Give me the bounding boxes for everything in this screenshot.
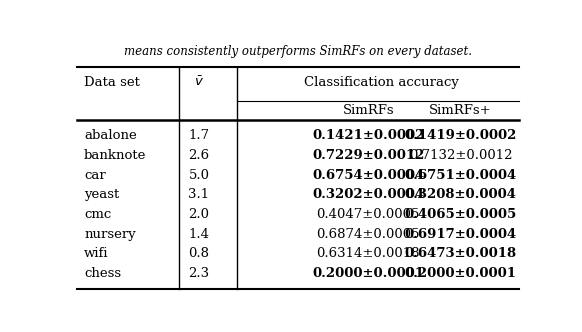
Text: wifi: wifi [84, 247, 108, 260]
Text: 3.1: 3.1 [189, 188, 210, 201]
Text: 0.7132±0.0012: 0.7132±0.0012 [409, 149, 512, 162]
Text: banknote: banknote [84, 149, 147, 162]
Text: yeast: yeast [84, 188, 119, 201]
Text: nursery: nursery [84, 228, 136, 241]
Text: 2.6: 2.6 [189, 149, 210, 162]
Text: 0.6314±0.0018: 0.6314±0.0018 [317, 247, 420, 260]
Text: 0.6874±0.0005: 0.6874±0.0005 [317, 228, 420, 241]
Text: 0.4065±0.0005: 0.4065±0.0005 [404, 208, 517, 221]
Text: 0.2000±0.0001: 0.2000±0.0001 [312, 267, 424, 280]
Text: cmc: cmc [84, 208, 111, 221]
Text: 0.6754±0.0004: 0.6754±0.0004 [312, 169, 424, 182]
Text: 0.8: 0.8 [189, 247, 210, 260]
Text: 0.7229±0.0012: 0.7229±0.0012 [312, 149, 424, 162]
Text: 0.6751±0.0004: 0.6751±0.0004 [404, 169, 517, 182]
Text: $\bar{v}$: $\bar{v}$ [194, 75, 204, 89]
Text: SimRFs+: SimRFs+ [430, 104, 492, 117]
Text: 2.0: 2.0 [189, 208, 210, 221]
Text: abalone: abalone [84, 129, 137, 142]
Text: 0.3202±0.0004: 0.3202±0.0004 [312, 188, 424, 201]
Text: 1.7: 1.7 [189, 129, 210, 142]
Text: 0.2000±0.0001: 0.2000±0.0001 [404, 267, 517, 280]
Text: 0.1421±0.0002: 0.1421±0.0002 [312, 129, 424, 142]
Text: 1.4: 1.4 [189, 228, 210, 241]
Text: 2.3: 2.3 [189, 267, 210, 280]
Text: SimRFs: SimRFs [342, 104, 394, 117]
Text: Classification accuracy: Classification accuracy [304, 75, 459, 89]
Text: 0.4047±0.0005: 0.4047±0.0005 [317, 208, 420, 221]
Text: Data set: Data set [84, 75, 140, 89]
Text: 0.1419±0.0002: 0.1419±0.0002 [404, 129, 517, 142]
Text: 0.6473±0.0018: 0.6473±0.0018 [404, 247, 517, 260]
Text: car: car [84, 169, 106, 182]
Text: 0.6917±0.0004: 0.6917±0.0004 [404, 228, 517, 241]
Text: means consistently outperforms SimRFs on every dataset.: means consistently outperforms SimRFs on… [125, 45, 472, 58]
Text: chess: chess [84, 267, 121, 280]
Text: 5.0: 5.0 [189, 169, 210, 182]
Text: 0.3208±0.0004: 0.3208±0.0004 [404, 188, 517, 201]
